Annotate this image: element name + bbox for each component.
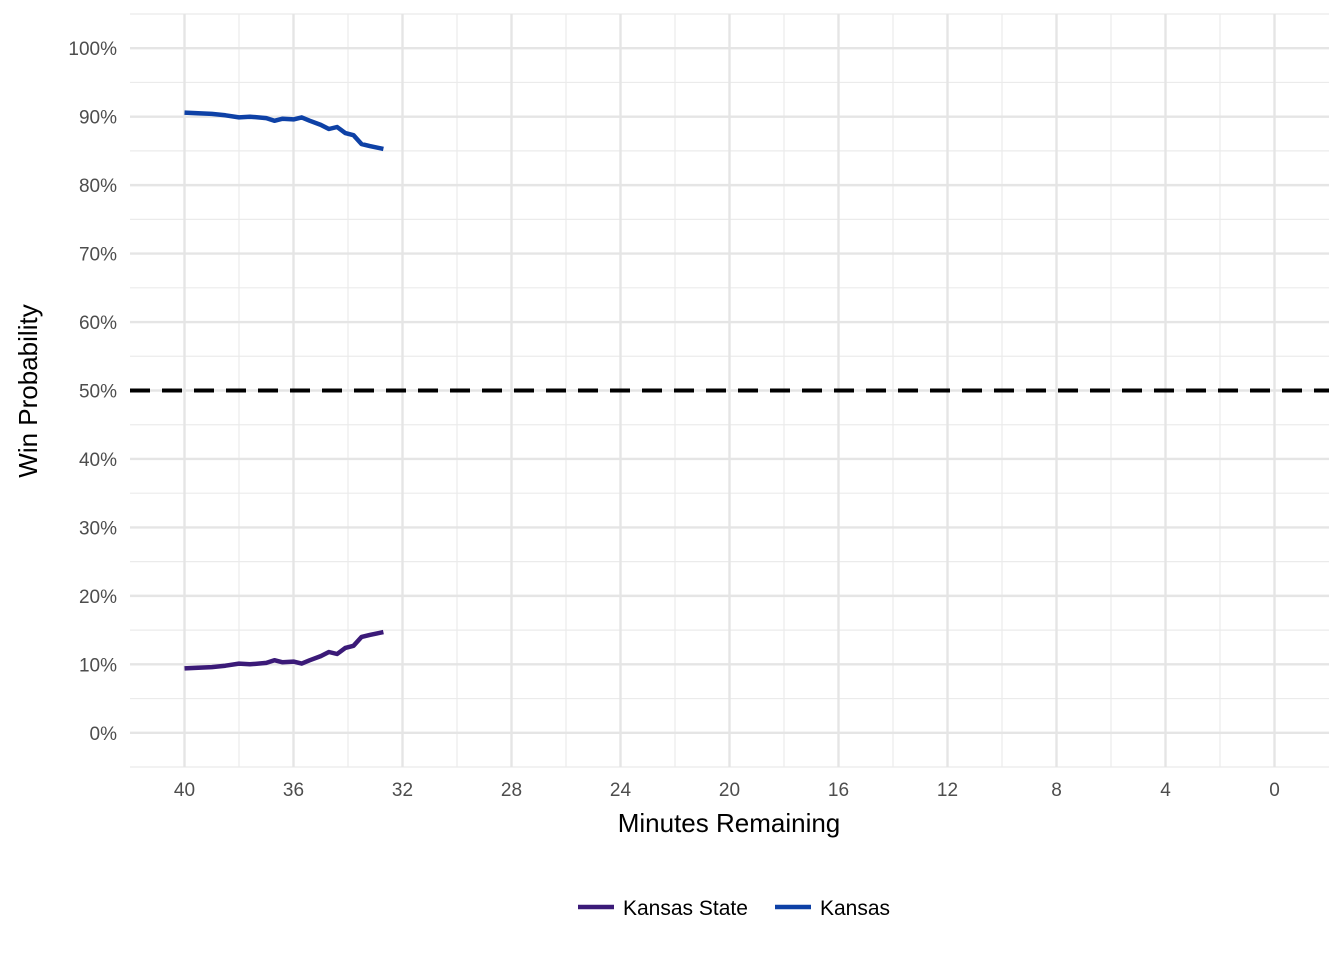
- legend-label-kansas: Kansas: [820, 897, 890, 920]
- y-tick-label: 100%: [68, 39, 117, 60]
- series-layer: [184, 110, 384, 671]
- y-axis-tick-labels: 0% 10% 20% 30% 40% 50% 60% 70% 80% 90% 100%: [68, 39, 117, 745]
- x-tick-label: 16: [828, 780, 849, 801]
- x-tick-label: 40: [174, 780, 195, 801]
- y-tick-label: 10%: [79, 655, 117, 676]
- series-line-kansas-state: [184, 629, 384, 671]
- legend: Kansas State Kansas: [578, 897, 890, 920]
- y-axis-title: Win Probability: [13, 304, 43, 477]
- y-tick-label: 40%: [79, 450, 117, 471]
- y-tick-label: 80%: [79, 176, 117, 197]
- y-tick-label: 50%: [79, 382, 117, 403]
- x-tick-label: 20: [719, 780, 740, 801]
- y-tick-label: 60%: [79, 313, 117, 334]
- x-tick-label: 4: [1160, 780, 1171, 801]
- y-tick-label: 20%: [79, 587, 117, 608]
- series-line-kansas: [184, 110, 384, 152]
- x-axis-title: Minutes Remaining: [618, 808, 841, 838]
- x-tick-label: 24: [610, 780, 632, 801]
- y-tick-label: 90%: [79, 108, 117, 129]
- x-tick-label: 8: [1051, 780, 1062, 801]
- y-tick-label: 30%: [79, 518, 117, 539]
- y-tick-label: 0%: [90, 724, 118, 745]
- x-tick-label: 32: [392, 780, 413, 801]
- x-tick-label: 28: [501, 780, 522, 801]
- x-tick-label: 0: [1269, 780, 1280, 801]
- y-tick-label: 70%: [79, 245, 117, 266]
- legend-label-kansas-state: Kansas State: [623, 897, 748, 920]
- x-tick-label: 36: [283, 780, 304, 801]
- x-tick-label: 12: [937, 780, 958, 801]
- x-axis-tick-labels: 40 36 32 28 24 20 16 12 8 4 0: [174, 780, 1280, 801]
